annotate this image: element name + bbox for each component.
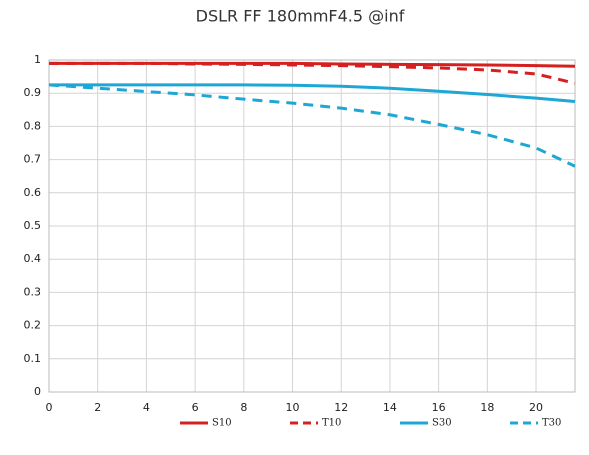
y-tick-label: 0.9 bbox=[24, 86, 42, 99]
y-tick-label: 0.7 bbox=[24, 153, 42, 166]
y-tick-label: 0.5 bbox=[24, 219, 42, 232]
x-tick-label: 6 bbox=[192, 401, 199, 414]
legend-label: T30 bbox=[542, 418, 561, 429]
x-tick-label: 10 bbox=[286, 401, 300, 414]
x-tick-label: 18 bbox=[480, 401, 494, 414]
x-tick-label: 8 bbox=[240, 401, 247, 414]
data-line bbox=[48, 83, 576, 168]
x-tick-label: 0 bbox=[46, 401, 53, 414]
data-line bbox=[49, 83, 576, 103]
x-tick-label: 14 bbox=[383, 401, 397, 414]
x-tick-label: 16 bbox=[432, 401, 446, 414]
y-tick-label: 0.1 bbox=[24, 352, 42, 365]
x-tick-label: 12 bbox=[334, 401, 348, 414]
x-tick-label: 20 bbox=[529, 401, 543, 414]
legend-label: S10 bbox=[212, 418, 232, 429]
y-tick-label: 0 bbox=[34, 385, 41, 398]
data-line bbox=[49, 61, 576, 85]
y-tick-label: 1 bbox=[34, 53, 41, 66]
x-tick-label: 4 bbox=[143, 401, 150, 414]
y-tick-label: 0.2 bbox=[24, 319, 42, 332]
legend-label: S30 bbox=[432, 418, 452, 429]
y-tick-label: 0.4 bbox=[24, 252, 42, 265]
y-tick-label: 0.6 bbox=[24, 186, 42, 199]
legend-label: T10 bbox=[322, 418, 341, 429]
y-tick-label: 0.8 bbox=[24, 119, 42, 132]
y-tick-label: 0.3 bbox=[24, 285, 42, 298]
plot-frame bbox=[48, 59, 576, 393]
x-tick-label: 2 bbox=[94, 401, 101, 414]
chart-title: DSLR FF 180mmF4.5 @inf bbox=[196, 7, 405, 26]
